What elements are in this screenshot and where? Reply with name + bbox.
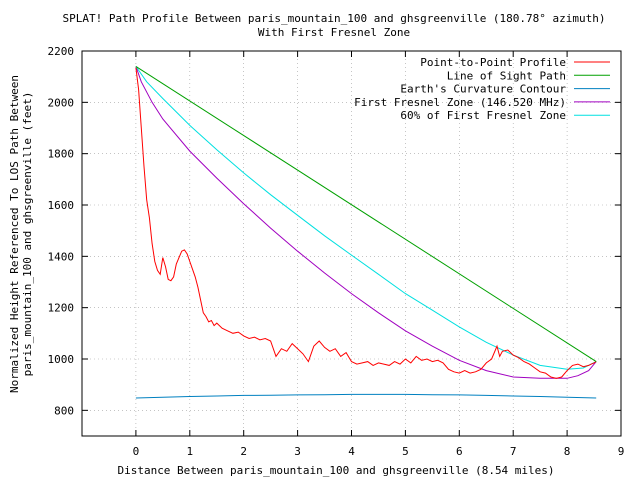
series-line-0	[135, 67, 597, 379]
series-line-1	[135, 65, 597, 363]
y-axis-label-line2: paris_mountain_100 and ghsgreenville (fe…	[21, 92, 34, 377]
x-tick-label: 6	[456, 445, 463, 458]
legend-label-0: Point-to-Point Profile	[420, 56, 566, 69]
y-tick-label: 1200	[48, 302, 75, 315]
y-axis-label-line1: Normalized Height Referenced To LOS Path…	[8, 75, 21, 393]
x-tick-label: 0	[133, 445, 140, 458]
y-tick-label: 2000	[48, 96, 75, 109]
x-axis-label: Distance Between paris_mountain_100 and …	[117, 464, 554, 477]
x-tick-label: 1	[186, 445, 193, 458]
x-tick-label: 9	[618, 445, 625, 458]
chart-title-line2: With First Fresnel Zone	[258, 26, 410, 39]
x-tick-label: 3	[294, 445, 301, 458]
y-tick-label: 1600	[48, 199, 75, 212]
x-tick-label: 4	[348, 445, 355, 458]
series-group	[135, 65, 597, 399]
chart-title-line1: SPLAT! Path Profile Between paris_mounta…	[62, 12, 605, 25]
x-tick-label: 5	[402, 445, 409, 458]
series-line-4	[135, 66, 597, 370]
legend-label-3: First Fresnel Zone (146.520 MHz)	[354, 96, 566, 109]
series-line-3	[135, 66, 597, 379]
x-tick-label: 2	[240, 445, 247, 458]
legend-label-4: 60% of First Fresnel Zone	[400, 109, 566, 122]
legend-label-2: Earth's Curvature Contour	[400, 83, 566, 96]
y-tick-label: 1400	[48, 250, 75, 263]
y-tick-label: 800	[54, 404, 74, 417]
y-tick-label: 2200	[48, 45, 75, 58]
axis-ticks: 0 1 2 3 4 5 6 7 8 9 800 1000 1200 1400 1600 1800 2000 220…	[48, 45, 625, 458]
y-tick-label: 1800	[48, 148, 75, 161]
y-tick-label: 1000	[48, 353, 75, 366]
x-tick-label: 7	[510, 445, 517, 458]
plot-border	[81, 50, 622, 437]
x-tick-label: 8	[564, 445, 571, 458]
series-line-2	[135, 393, 597, 399]
legend-label-1: Line of Sight Path	[447, 69, 566, 82]
